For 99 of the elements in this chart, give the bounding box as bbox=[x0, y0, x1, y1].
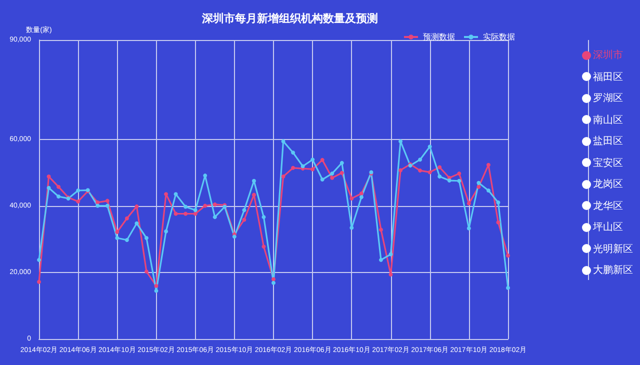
point bbox=[350, 226, 354, 230]
point bbox=[212, 215, 217, 220]
point bbox=[359, 191, 364, 196]
point bbox=[272, 277, 276, 282]
point bbox=[350, 196, 354, 200]
point bbox=[330, 176, 334, 180]
point bbox=[291, 166, 296, 170]
point bbox=[340, 160, 344, 165]
point bbox=[56, 184, 61, 189]
point bbox=[232, 234, 236, 239]
point bbox=[184, 204, 188, 209]
point bbox=[46, 186, 51, 190]
point bbox=[242, 218, 246, 222]
point bbox=[203, 204, 208, 208]
point bbox=[281, 139, 286, 144]
point bbox=[164, 192, 168, 196]
point bbox=[96, 204, 100, 208]
text: 南山区 bbox=[593, 114, 623, 126]
point bbox=[320, 178, 324, 182]
point bbox=[203, 174, 208, 178]
point bbox=[418, 158, 422, 162]
point bbox=[124, 216, 129, 220]
point bbox=[96, 200, 100, 204]
point bbox=[486, 188, 490, 192]
point bbox=[506, 254, 510, 258]
point bbox=[105, 204, 110, 208]
point bbox=[447, 178, 452, 183]
point bbox=[359, 195, 364, 200]
point bbox=[340, 170, 344, 175]
text: 罗湖区 bbox=[593, 92, 623, 105]
text: 宝安区 bbox=[593, 156, 623, 170]
text: 龙岗区 bbox=[593, 178, 623, 191]
point bbox=[300, 164, 305, 168]
point bbox=[310, 167, 315, 172]
point bbox=[506, 286, 510, 290]
legend-label: 实际数据 bbox=[483, 32, 515, 42]
point bbox=[56, 194, 61, 198]
text: 大鹏新区 bbox=[593, 264, 633, 277]
point bbox=[37, 280, 41, 284]
point bbox=[496, 220, 500, 224]
point bbox=[144, 270, 148, 274]
point bbox=[212, 202, 217, 206]
point bbox=[438, 174, 442, 179]
point bbox=[476, 184, 481, 189]
point bbox=[320, 158, 324, 162]
point bbox=[466, 226, 471, 230]
point bbox=[124, 238, 129, 242]
legend-label: 预测数据 bbox=[423, 32, 455, 42]
point bbox=[164, 229, 168, 234]
point bbox=[457, 172, 462, 176]
point bbox=[388, 272, 393, 277]
chart-title: 深圳市每月新增组织机构数量及预测 bbox=[201, 12, 378, 25]
point bbox=[252, 192, 256, 197]
point bbox=[242, 208, 246, 212]
point bbox=[262, 215, 266, 220]
point bbox=[476, 180, 481, 185]
text: 光明新区 bbox=[593, 242, 633, 256]
point bbox=[378, 258, 383, 262]
point bbox=[398, 139, 403, 144]
point bbox=[154, 284, 158, 288]
text: 盐田区 bbox=[593, 134, 623, 148]
point bbox=[388, 252, 393, 256]
point bbox=[291, 150, 296, 155]
point bbox=[428, 144, 432, 149]
point bbox=[46, 174, 51, 179]
point bbox=[438, 165, 442, 170]
point bbox=[193, 208, 198, 212]
point bbox=[281, 174, 286, 179]
point bbox=[272, 280, 276, 285]
point bbox=[76, 199, 80, 204]
text: 坪山区 bbox=[593, 220, 623, 234]
point bbox=[398, 168, 403, 172]
point bbox=[154, 288, 158, 293]
point bbox=[115, 236, 120, 240]
point bbox=[486, 162, 490, 167]
point bbox=[262, 244, 266, 249]
point bbox=[457, 178, 462, 183]
point bbox=[134, 204, 139, 208]
point bbox=[252, 178, 256, 183]
text: 深圳市 bbox=[593, 48, 623, 62]
point bbox=[330, 172, 334, 176]
point bbox=[310, 158, 315, 162]
point bbox=[174, 192, 178, 196]
point bbox=[184, 212, 188, 216]
point bbox=[466, 201, 471, 206]
text: 福田区 bbox=[593, 70, 623, 84]
point bbox=[134, 221, 139, 226]
point bbox=[174, 212, 178, 216]
point bbox=[378, 228, 383, 232]
text: 龙华区 bbox=[593, 200, 623, 212]
point bbox=[76, 188, 80, 192]
point bbox=[115, 230, 120, 234]
point bbox=[428, 170, 432, 174]
point bbox=[144, 236, 148, 240]
point bbox=[37, 258, 41, 262]
point bbox=[193, 212, 198, 216]
point bbox=[105, 198, 110, 203]
point bbox=[418, 168, 422, 173]
point bbox=[496, 200, 500, 204]
